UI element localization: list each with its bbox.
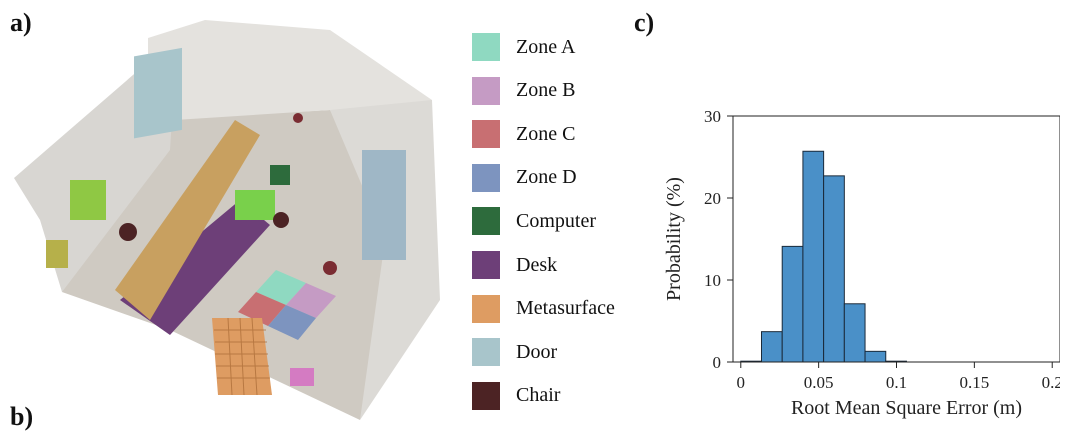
object-pink (290, 368, 314, 386)
legend-label: Zone B (516, 79, 576, 102)
object-green (46, 240, 68, 268)
histogram-bar (760, 331, 783, 363)
legend-swatch (472, 33, 500, 61)
histogram-bar (864, 350, 887, 363)
legend-label: Chair (516, 384, 561, 407)
legend-swatch (472, 76, 500, 105)
room-floor (62, 110, 420, 420)
legend-swatch (472, 251, 500, 279)
legend-item: Desk (472, 250, 557, 280)
panel-label-c: c) (634, 8, 655, 37)
legend-item: Metasurface (472, 294, 615, 324)
computer-1 (70, 180, 106, 220)
door-right (362, 150, 406, 260)
legend-item: Zone B (472, 76, 575, 106)
zone-a-tile (256, 270, 306, 305)
histogram-chart: 0 0.05 0.1 0.15 0.2 0 10 20 30 Root Mean Square E… (663, 107, 1060, 419)
x-tick-label: 0.1 (886, 373, 907, 392)
legend-item: Chair (472, 381, 560, 411)
computer-3 (270, 165, 290, 185)
histogram-bar (843, 303, 866, 363)
legend-item: Zone D (472, 163, 577, 193)
computer-2 (235, 190, 275, 220)
legend-label: Desk (516, 253, 558, 276)
legend-label: Metasurface (516, 297, 615, 320)
y-tick-label: 30 (704, 107, 721, 126)
histogram-bar (781, 245, 804, 363)
y-axis-label: Probability (%) (663, 177, 685, 301)
room-scan-render (14, 20, 440, 420)
legend-swatch (472, 163, 500, 192)
chair-3 (323, 261, 337, 275)
chair-1 (119, 223, 137, 241)
x-tick-label: 0.2 (1042, 373, 1060, 392)
legend-item: Zone A (472, 32, 575, 62)
x-tick-label: 0.15 (959, 373, 989, 392)
legend-label: Zone C (516, 122, 576, 145)
legend-swatch (472, 207, 500, 236)
zone-d-tile (268, 305, 316, 340)
door-left (134, 47, 182, 139)
desk-top (115, 120, 260, 320)
legend-label: Zone D (516, 166, 577, 189)
chair-4 (293, 113, 303, 123)
legend-item: Door (472, 337, 557, 367)
legend-label: Zone A (516, 35, 576, 58)
histogram-bar (802, 150, 825, 363)
x-axis-label: Root Mean Square Error (m) (791, 397, 1022, 419)
y-tick-label: 20 (704, 189, 721, 208)
legend-swatch (472, 381, 500, 410)
legend-label: Computer (516, 209, 596, 232)
legend-label: Door (516, 340, 558, 363)
histogram-bar (823, 175, 845, 363)
zone-b-tile (286, 283, 336, 318)
panel-label-b: b) (10, 402, 34, 431)
legend-swatch (472, 338, 500, 367)
legend-item: Zone C (472, 119, 575, 149)
legend-swatch (472, 294, 500, 323)
y-tick-label: 10 (704, 271, 721, 290)
y-tick-label: 0 (713, 353, 722, 372)
panel-label-a: a) (10, 8, 32, 37)
chair-2 (273, 212, 289, 228)
x-tick-label: 0.05 (804, 373, 834, 392)
zone-c-tile (238, 292, 286, 326)
legend-item: Computer (472, 206, 596, 236)
x-tick-label: 0 (737, 373, 746, 392)
legend-swatch (472, 120, 500, 149)
